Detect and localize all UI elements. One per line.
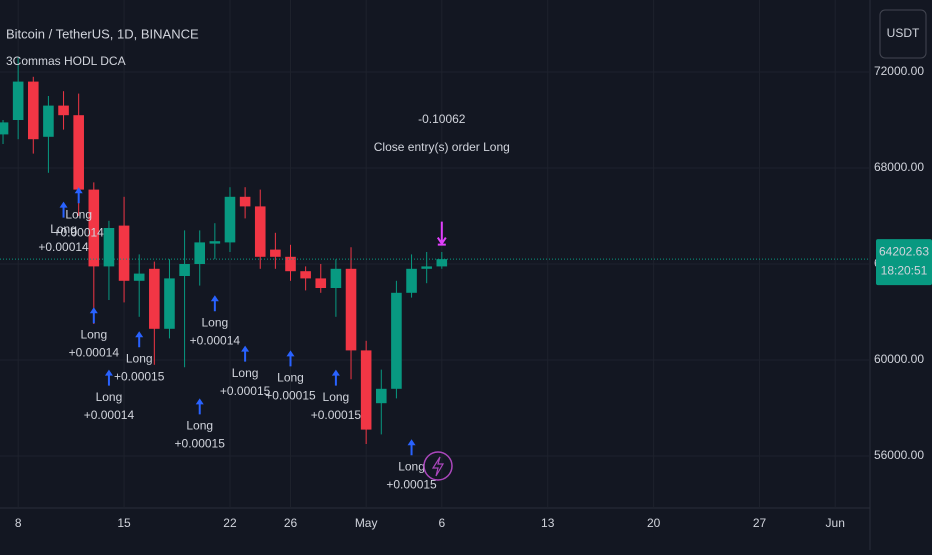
long-arrow — [241, 345, 250, 362]
y-tick-label: 60000.00 — [874, 352, 924, 366]
candle-body — [360, 350, 372, 430]
candle-body — [254, 206, 266, 257]
long-arrow — [210, 295, 219, 312]
candle-body — [164, 278, 175, 329]
currency[interactable]: USDT — [887, 26, 920, 40]
plot: Long+0.00014Long+0.00014Long+0.00014Long… — [0, 57, 448, 491]
event-icon[interactable] — [423, 451, 453, 481]
candle-body — [421, 266, 432, 269]
close-arrow — [436, 221, 447, 246]
signal-qty: +0.00014 — [38, 240, 89, 254]
long-arrow — [104, 369, 113, 386]
x-tick-label: Jun — [826, 516, 845, 530]
candle-body — [118, 225, 130, 281]
signal-qty: +0.00015 — [220, 384, 271, 398]
candle-body — [0, 122, 9, 135]
candle-body — [436, 259, 448, 267]
signal-qty: +0.00015 — [386, 477, 437, 491]
candle-body — [194, 242, 206, 264]
signal-qty: +0.00014 — [190, 333, 241, 347]
long-arrow — [135, 331, 144, 348]
candle-body — [285, 256, 296, 272]
countdown: 18:20:51 — [881, 263, 928, 277]
signal-qty: +0.00015 — [265, 389, 316, 403]
signal-qty: +0.00015 — [311, 408, 362, 422]
x-tick-label: 13 — [541, 516, 555, 530]
signal-label: Long — [50, 222, 77, 236]
candle-body — [149, 268, 160, 329]
signal-label: Long — [232, 366, 259, 380]
signal-label: Long — [277, 371, 304, 385]
long-arrow — [74, 187, 83, 204]
x-tick-label: 8 — [15, 516, 22, 530]
currency-button[interactable] — [879, 9, 927, 59]
candle-body — [133, 273, 145, 281]
candle-body — [345, 268, 357, 351]
candle-body — [209, 241, 221, 244]
long-arrow — [59, 201, 68, 218]
close-label: Close entry(s) order Long — [374, 140, 510, 154]
signal-label: Long — [126, 351, 153, 365]
candle-body — [224, 196, 236, 243]
candle-body — [179, 264, 190, 276]
lightning-icon — [431, 456, 445, 477]
candle-body — [58, 105, 69, 116]
signal-qty: +0.00014 — [69, 345, 120, 359]
signal-label: Long — [398, 459, 425, 473]
x-tick-label: 20 — [647, 516, 661, 530]
x-tick-label: 26 — [284, 516, 298, 530]
candle-body — [88, 189, 100, 267]
signal-qty: +0.00015 — [114, 369, 165, 383]
last-price-label: 64202.63 — [879, 244, 929, 258]
x-tick-label: May — [355, 516, 378, 530]
signal-label: Long — [65, 207, 92, 221]
x-tick-label: 6 — [438, 516, 445, 530]
indicator-name: 3Commas HODL DCA — [6, 54, 126, 68]
candle-body — [375, 388, 387, 404]
candle-body — [330, 268, 342, 288]
candle-body — [73, 115, 84, 190]
signal-qty: +0.00014 — [84, 408, 135, 422]
x-tick-label: 27 — [753, 516, 767, 530]
long-arrow — [331, 369, 340, 386]
y-tick-label: 72000.00 — [874, 64, 924, 78]
candle-body — [43, 105, 54, 137]
candle-body — [315, 278, 327, 288]
candle-body — [103, 228, 115, 267]
y-tick-label: 56000.00 — [874, 448, 924, 462]
candle-body — [406, 268, 417, 293]
signal-label: Long — [186, 419, 213, 433]
candle-body — [27, 81, 39, 140]
chart-title: Bitcoin / TetherUS, 1D, BINANCE — [6, 26, 199, 41]
long-arrow — [407, 439, 416, 456]
last-price-box — [876, 239, 932, 286]
long-arrow — [89, 307, 98, 324]
candle-body — [12, 81, 24, 120]
signal-label: Long — [323, 390, 350, 404]
signal-label: Long — [96, 390, 123, 404]
candle-body — [300, 271, 311, 279]
candle-body — [391, 292, 402, 389]
close-pnl: -0.10062 — [418, 112, 466, 126]
long-arrow — [195, 398, 204, 415]
signal-qty: +0.00014 — [53, 225, 104, 239]
signal-qty: +0.00015 — [175, 437, 226, 451]
signal-label: Long — [80, 327, 107, 341]
candle-body — [239, 196, 251, 207]
x-tick-label: 15 — [117, 516, 131, 530]
y-tick-label: 68000.00 — [874, 160, 924, 174]
candle-body — [270, 249, 281, 257]
signal-label: Long — [202, 315, 229, 329]
long-arrow — [286, 350, 295, 367]
x-tick-label: 22 — [223, 516, 237, 530]
